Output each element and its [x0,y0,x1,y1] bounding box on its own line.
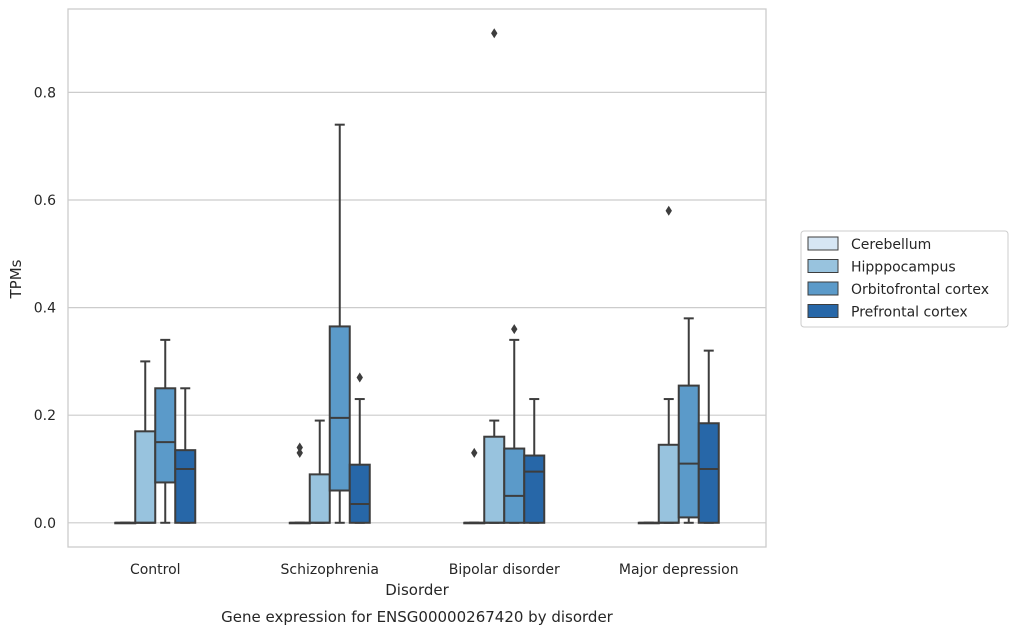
box-cerebellum [288,442,311,525]
box-iqr [134,430,157,524]
box-iqr [174,449,197,524]
box-orbitofrontal-cortex [677,317,700,524]
box-hipppocampus [134,360,157,524]
box-iqr [523,454,546,524]
y-tick-label: 0.2 [34,408,56,424]
legend-swatch [807,236,839,251]
x-axis-title: Disorder [385,581,449,599]
legend-frame [800,230,1009,328]
chart-caption: Gene expression for ENSG00000267420 by d… [221,608,614,626]
legend-swatch [807,281,839,296]
y-tick-label: 0.8 [34,85,56,101]
box-prefrontal-cortex [174,387,197,524]
legend-label: Prefrontal cortex [851,305,968,321]
legend-label: Orbitofrontal cortex [851,282,989,298]
box-iqr [657,443,680,524]
box-orbitofrontal-cortex [328,123,351,524]
box-prefrontal-cortex [697,349,720,524]
outlier-point [296,447,303,458]
box-prefrontal-cortex [348,372,371,524]
box-iqr [503,447,526,524]
x-tick-label: Control [130,562,181,578]
box-hipppocampus [308,419,331,524]
box-iqr [308,473,331,524]
box-cerebellum [463,447,486,525]
x-tick-label: Schizophrenia [281,562,379,578]
box-prefrontal-cortex [523,398,546,524]
outlier-point [491,28,498,39]
legend-label: Cerebellum [851,237,931,253]
y-tick-label: 0.6 [34,193,56,209]
y-axis-title: TPMs [7,259,25,299]
plot-frame [67,8,767,548]
outlier-point [665,205,672,216]
legend: Cerebellum Hipppocampus Orbitofrontal cort… [800,230,1009,328]
legend-label: Hipppocampus [851,260,956,276]
box-iqr [677,384,700,519]
box-iqr [348,463,371,524]
x-tick-label: Major depression [619,562,739,578]
legend-swatch [807,304,839,318]
x-tick-labels: Control Schizophrenia Bipolar disorder Majo… [130,562,739,578]
y-tick-label: 0.4 [34,301,56,317]
box-cerebellum [637,521,660,525]
y-tick-labels: 0.0 0.2 0.4 0.6 0.8 [34,85,56,531]
legend-swatch [807,259,839,273]
box-cerebellum [114,521,137,525]
outlier-point [471,447,478,458]
box-iqr [154,387,177,484]
box-iqr [483,435,506,524]
box-hipppocampus [483,28,506,524]
y-tick-label: 0.0 [34,516,56,532]
box-iqr [697,422,720,524]
outlier-point [356,372,363,383]
outlier-point [511,324,518,335]
box-iqr [328,325,351,492]
box-series [114,28,720,525]
x-tick-label: Bipolar disorder [449,562,560,578]
box-orbitofrontal-cortex [154,338,177,524]
outlier-point [296,442,303,453]
